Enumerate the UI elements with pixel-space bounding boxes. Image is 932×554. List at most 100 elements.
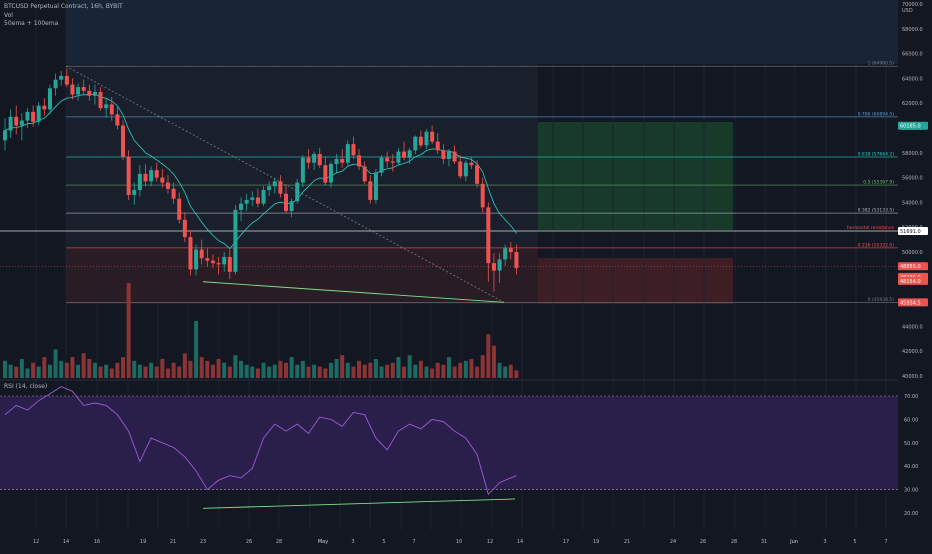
- candle: [407, 147, 412, 164]
- volume-bar: [418, 360, 423, 378]
- rsi-legend[interactable]: RSI (14, close): [4, 383, 48, 390]
- candle: [115, 106, 120, 130]
- candle: [441, 144, 446, 164]
- candle-body: [435, 141, 440, 151]
- volume-bar: [385, 364, 390, 378]
- symbol-legend[interactable]: BTCUSD Perpetual Contract, 16h, BYBIT: [4, 3, 123, 10]
- candle-body: [351, 144, 356, 156]
- time-tick-label: 21: [624, 539, 630, 545]
- volume-bar: [379, 366, 384, 378]
- candle: [317, 147, 322, 168]
- candle: [216, 256, 221, 275]
- candle: [143, 163, 148, 187]
- price-tick-label: 70000.0: [902, 2, 923, 8]
- volume-bar: [486, 334, 491, 378]
- candle-body: [14, 116, 19, 126]
- volume-bar: [328, 362, 333, 378]
- rsi-tick-label: 40.00: [904, 464, 918, 470]
- candle: [373, 168, 378, 204]
- candle-body: [53, 79, 58, 89]
- candle: [53, 73, 58, 96]
- candle: [340, 149, 345, 168]
- time-tick-label: 14: [517, 539, 523, 545]
- price-tag-box: [898, 121, 928, 130]
- price-tag-text: 60185.0: [900, 124, 921, 130]
- candle-body: [430, 131, 435, 142]
- rsi-tick-label: 20.00: [904, 511, 918, 517]
- candle: [31, 105, 36, 127]
- time-tick-label: 16: [94, 539, 100, 545]
- horizontal-resistance-label: horizontal resistance: [847, 225, 894, 231]
- candle: [76, 83, 81, 101]
- volume-bar: [188, 360, 193, 378]
- candle-body: [463, 162, 468, 177]
- candle-body: [362, 166, 367, 182]
- volume-bar: [165, 368, 170, 378]
- candle: [413, 135, 418, 155]
- time-tick-label: 10: [456, 539, 462, 545]
- volume-bar: [435, 362, 440, 378]
- candle-body: [70, 84, 75, 95]
- candle: [491, 253, 496, 292]
- candle-body: [390, 161, 395, 163]
- volume-bar: [373, 359, 378, 378]
- volume-bar: [227, 366, 232, 378]
- candle-body: [497, 259, 502, 271]
- volume-bar: [340, 355, 345, 378]
- volume-bar: [491, 345, 496, 378]
- candle-body: [514, 252, 519, 269]
- time-tick-label: 23: [200, 539, 206, 545]
- price-tick-label: 68000.0: [902, 27, 923, 33]
- candle-body: [121, 125, 126, 157]
- volume-bar: [182, 353, 187, 378]
- price-tick-label: 44000.0: [902, 324, 923, 330]
- volume-bar: [295, 364, 300, 378]
- candle-body: [143, 173, 148, 182]
- candle-body: [413, 136, 418, 151]
- candle-body: [480, 183, 485, 208]
- candle-body: [216, 263, 221, 265]
- rsi-divergence-line: [202, 498, 516, 509]
- candle-body: [177, 198, 182, 220]
- price-tick-label: 64000.0: [902, 76, 923, 82]
- time-tick-label: 31: [761, 539, 767, 545]
- fib-level-label: 0.618 (57664.2): [858, 151, 895, 157]
- ema-legend[interactable]: 50ema + 100ema: [4, 20, 59, 27]
- volume-bar: [42, 357, 47, 378]
- candle: [126, 150, 131, 200]
- time-tick-label: 7: [412, 539, 415, 545]
- candle-body: [385, 157, 390, 162]
- volume-bar: [171, 362, 176, 378]
- candle-body: [239, 203, 244, 210]
- candle: [233, 204, 238, 275]
- candle: [70, 78, 75, 100]
- price-tick-label: 66000.0: [902, 52, 923, 58]
- candle: [47, 84, 52, 115]
- candle: [64, 68, 69, 88]
- candle: [334, 154, 339, 173]
- candle-body: [250, 197, 255, 200]
- candle: [503, 244, 508, 266]
- price-tag-text: 48855.0: [900, 264, 921, 270]
- volume-bar: [458, 362, 463, 378]
- fib-level-label: 0 (45938.5): [868, 297, 895, 303]
- volume-bar: [452, 366, 457, 378]
- candle: [385, 151, 390, 168]
- candle: [272, 177, 277, 194]
- candle: [177, 192, 182, 224]
- candle-body: [289, 201, 294, 212]
- volume-bar: [441, 364, 446, 378]
- price-divergence-line: [202, 281, 505, 303]
- candle-body: [368, 181, 373, 200]
- time-tick-label: 28: [276, 539, 282, 545]
- volume-legend[interactable]: Vol: [4, 12, 13, 19]
- volume-bar: [239, 360, 244, 378]
- candle-body: [379, 157, 384, 173]
- rsi-tick-label: 30.00: [904, 488, 918, 494]
- long-stop-zone: [538, 258, 733, 304]
- candle-body: [300, 157, 305, 183]
- candle-body: [278, 181, 283, 194]
- candle-body: [261, 190, 266, 204]
